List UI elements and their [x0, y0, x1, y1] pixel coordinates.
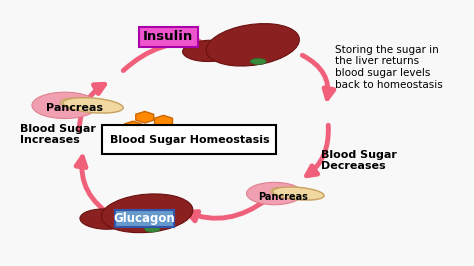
Text: Insulin: Insulin — [143, 30, 193, 43]
Ellipse shape — [63, 98, 123, 113]
Ellipse shape — [101, 194, 193, 233]
Text: Blood Sugar
Decreases: Blood Sugar Decreases — [321, 150, 397, 172]
FancyBboxPatch shape — [102, 125, 276, 154]
Text: Glucagon: Glucagon — [114, 212, 175, 225]
Text: Blood Sugar
Increases: Blood Sugar Increases — [20, 123, 96, 145]
Text: Storing the sugar in
the liver returns
blood sugar levels
back to homeostasis: Storing the sugar in the liver returns b… — [335, 45, 443, 90]
Ellipse shape — [60, 98, 79, 107]
FancyBboxPatch shape — [115, 210, 174, 227]
Ellipse shape — [271, 187, 286, 195]
Ellipse shape — [273, 187, 324, 200]
Ellipse shape — [250, 59, 266, 64]
Text: Pancreas: Pancreas — [46, 103, 103, 113]
Text: Pancreas: Pancreas — [258, 193, 308, 202]
Ellipse shape — [182, 40, 237, 61]
Text: Blood Sugar Homeostasis: Blood Sugar Homeostasis — [109, 135, 269, 145]
Ellipse shape — [246, 182, 302, 205]
Ellipse shape — [80, 209, 131, 229]
FancyBboxPatch shape — [139, 27, 198, 47]
Ellipse shape — [206, 24, 300, 66]
Ellipse shape — [145, 226, 160, 232]
Ellipse shape — [32, 92, 98, 119]
